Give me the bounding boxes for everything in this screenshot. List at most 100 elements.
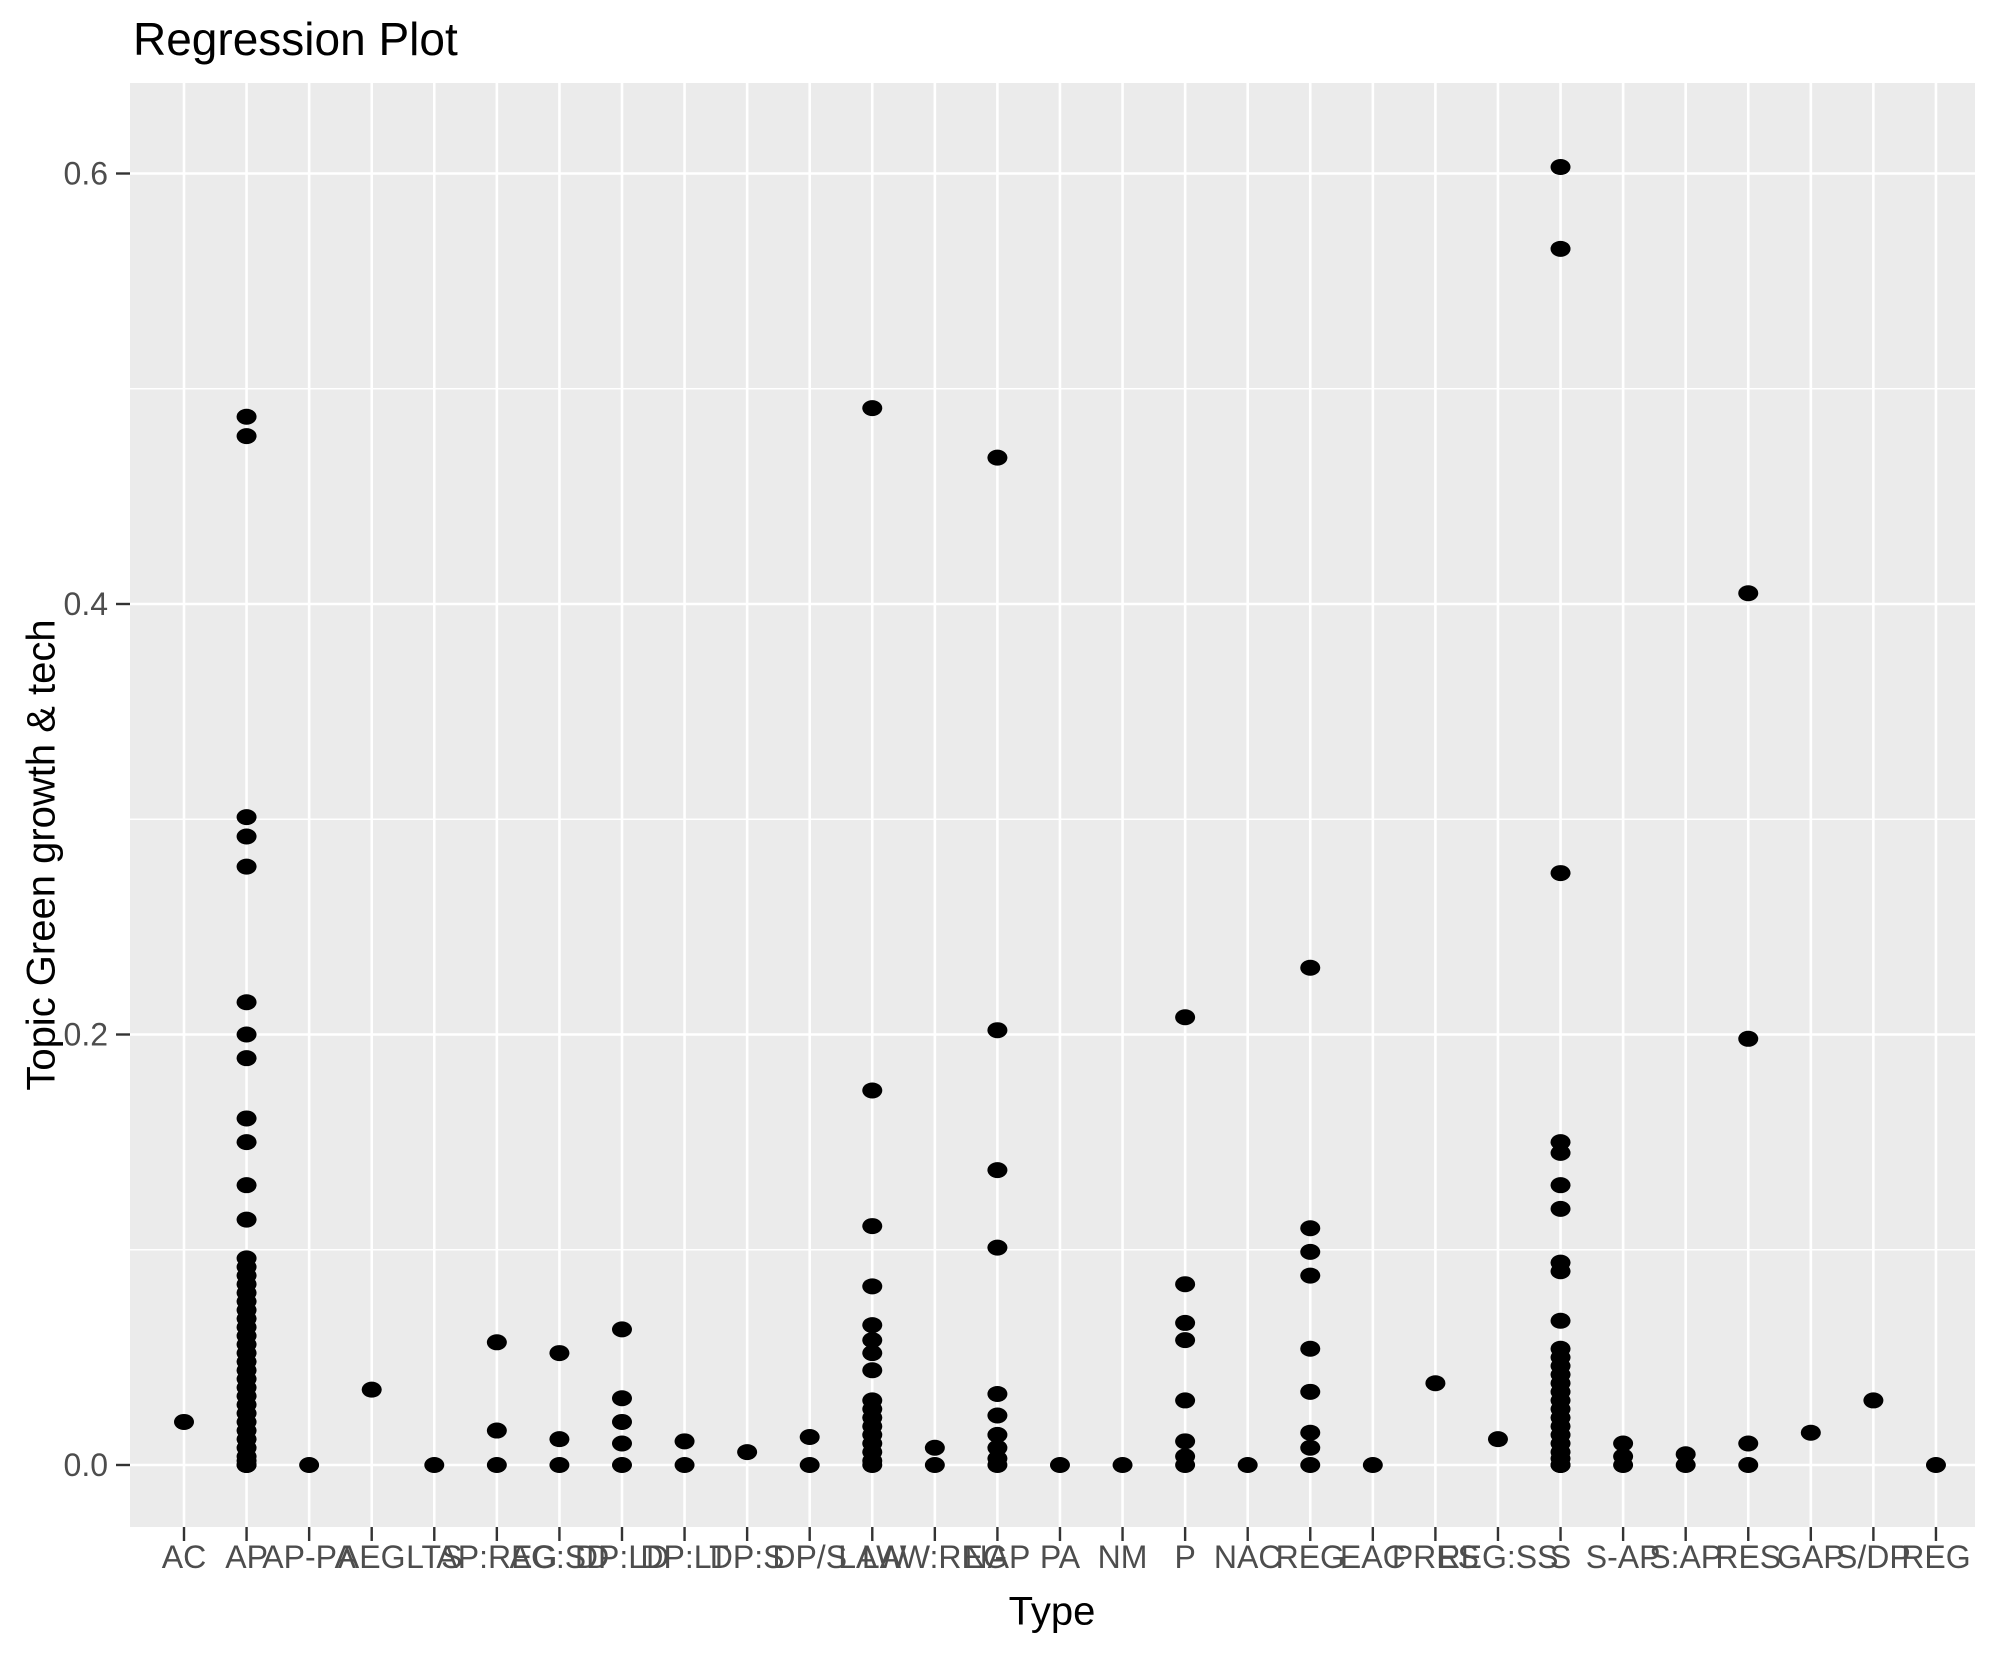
data-point [1175, 1276, 1196, 1293]
data-point [1237, 1457, 1258, 1473]
x-tick-label: AC [162, 1539, 206, 1575]
x-tick-label: LAW [838, 1539, 907, 1575]
data-point [987, 1426, 1008, 1443]
x-tick-label: AG:SD [510, 1539, 610, 1575]
data-point [611, 1435, 632, 1452]
data-point [236, 408, 257, 425]
data-point [862, 1218, 883, 1235]
data-point [737, 1444, 758, 1461]
data-point [486, 1422, 507, 1439]
data-point [1300, 1439, 1321, 1456]
data-point [799, 1429, 820, 1446]
data-point [424, 1457, 445, 1473]
data-point [549, 1345, 570, 1362]
y-tick-label: 0.4 [64, 586, 108, 622]
data-point [1425, 1375, 1446, 1392]
data-point [987, 1239, 1008, 1256]
data-point [1112, 1457, 1133, 1473]
data-point [1049, 1457, 1070, 1473]
x-axis-title: Type [1008, 1589, 1096, 1634]
data-point [1362, 1457, 1383, 1473]
data-point [236, 1050, 257, 1067]
data-point [1175, 1332, 1196, 1349]
y-axis-title: Topic Green growth & tech [19, 619, 64, 1091]
y-tick-label: 0.0 [64, 1447, 108, 1483]
data-point [361, 1381, 382, 1398]
data-point [862, 1082, 883, 1099]
x-tick-label: GAP [1777, 1539, 1845, 1575]
data-point [236, 428, 257, 445]
data-point [1550, 1200, 1571, 1217]
data-point [236, 1026, 257, 1043]
data-point [862, 400, 883, 417]
data-point [1300, 1424, 1321, 1441]
data-point [1550, 1144, 1571, 1161]
data-point [549, 1457, 570, 1473]
data-point [1175, 1314, 1196, 1331]
data-point [862, 1317, 883, 1334]
data-point [1300, 1383, 1321, 1400]
chart-title: Regression Plot [133, 13, 458, 65]
data-point [236, 858, 257, 875]
x-tick-label: DP:LT [640, 1539, 728, 1575]
data-point [1300, 1457, 1321, 1473]
data-point [674, 1457, 695, 1473]
data-point [987, 1407, 1008, 1424]
x-tick-label: NM [1098, 1539, 1148, 1575]
data-point [862, 1457, 883, 1473]
data-point [1738, 1030, 1759, 1047]
x-tick-label: AP:REG [436, 1539, 557, 1575]
data-point [236, 1457, 257, 1473]
x-tick-label: REG [1901, 1539, 1970, 1575]
x-tick-label: REG:SS [1438, 1539, 1559, 1575]
data-point [1550, 159, 1571, 176]
data-point [1175, 1457, 1196, 1473]
data-point [862, 1362, 883, 1379]
data-point [1550, 1457, 1571, 1473]
data-point [611, 1457, 632, 1473]
data-point [1300, 1267, 1321, 1284]
data-point [1175, 1392, 1196, 1409]
x-tick-label: REG [1276, 1539, 1345, 1575]
x-tick-label: AEG [338, 1539, 406, 1575]
data-point [1550, 1312, 1571, 1329]
x-tick-label: EAC [1340, 1539, 1406, 1575]
data-point [611, 1390, 632, 1407]
data-point [799, 1457, 820, 1473]
data-point [1675, 1457, 1696, 1473]
data-point [299, 1457, 320, 1473]
data-point [236, 994, 257, 1011]
x-tick-label: S/DP [1836, 1539, 1911, 1575]
data-point [924, 1457, 945, 1473]
data-point [1550, 865, 1571, 882]
data-point [1175, 1433, 1196, 1450]
data-point [1863, 1392, 1884, 1409]
x-tick-label: DP/S [772, 1539, 847, 1575]
plot-panel [130, 83, 1975, 1527]
data-point [1300, 1220, 1321, 1237]
x-tick-label: NAC [1214, 1539, 1282, 1575]
x-tick-label: LTS [406, 1539, 462, 1575]
x-tick-label: LAW:REG [862, 1539, 1008, 1575]
x-tick-label: NAP [965, 1539, 1031, 1575]
data-point [987, 1457, 1008, 1473]
data-point [987, 1022, 1008, 1039]
data-point [1300, 959, 1321, 976]
data-point [1738, 1457, 1759, 1473]
y-tick-label: 0.6 [64, 156, 108, 192]
data-point [1550, 240, 1571, 257]
data-point [236, 1211, 257, 1228]
x-tick-label: P [1174, 1539, 1195, 1575]
data-point [1613, 1457, 1634, 1473]
data-point [1300, 1340, 1321, 1357]
data-point [862, 1345, 883, 1362]
x-tick-label: DP:S [710, 1539, 785, 1575]
data-point [611, 1413, 632, 1430]
data-point [1550, 1177, 1571, 1194]
x-tick-label: DP:LD [575, 1539, 669, 1575]
x-tick-label: S:AP [1649, 1539, 1722, 1575]
data-point [1738, 1435, 1759, 1452]
data-point [924, 1439, 945, 1456]
data-point [674, 1433, 695, 1450]
